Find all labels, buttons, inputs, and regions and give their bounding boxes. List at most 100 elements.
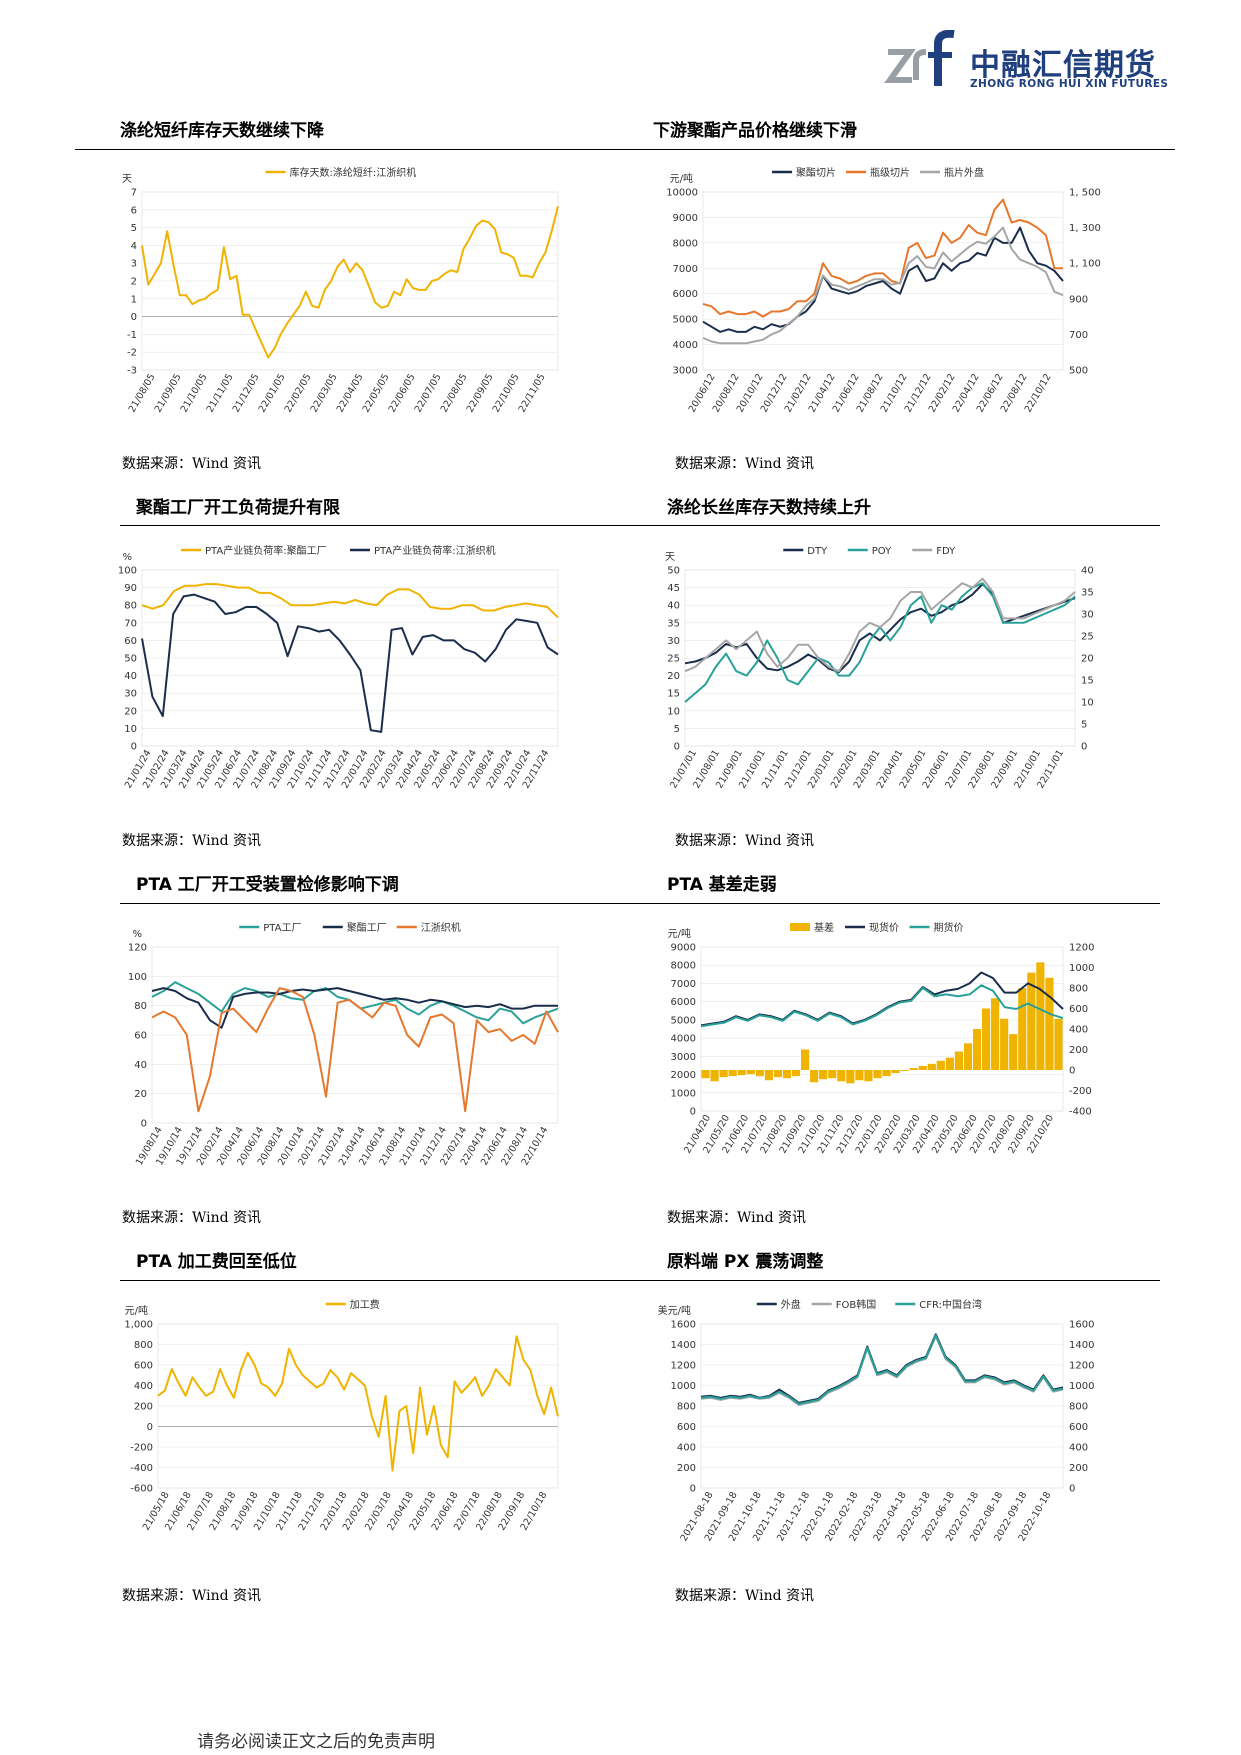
y2-tick-label: 900 xyxy=(1069,294,1088,305)
legend: DTY POY FDY xyxy=(783,546,956,557)
y-tick-label: 5000 xyxy=(671,1015,696,1026)
bar xyxy=(882,1070,891,1077)
section-title-3: 聚酯工厂开工负荷提升有限 xyxy=(136,498,340,518)
y2-tick-label: 5 xyxy=(1081,720,1087,731)
chart-1: -3 -2 -1 0 1 2 3 4 5 6 7 天 21/08/05 21/09/05 21/10/05 2… xyxy=(110,160,570,430)
bar xyxy=(909,1067,918,1070)
legend-swatch xyxy=(790,923,810,931)
bar xyxy=(873,1070,882,1079)
bar xyxy=(837,1070,846,1082)
y-tick-label: 0 xyxy=(147,1422,153,1433)
y2-tick-label: 1, 300 xyxy=(1069,223,1101,234)
y-tick-label: -600 xyxy=(130,1484,153,1495)
bar xyxy=(810,1070,819,1083)
y-tick-label: 1 xyxy=(131,294,137,305)
bar xyxy=(801,1049,810,1070)
y2-tick-label: 400 xyxy=(1069,1025,1088,1036)
chart-svg-6: 0100020003000400050006000700080009000-40… xyxy=(668,921,1095,1155)
bar xyxy=(927,1063,936,1070)
chart-svg-8: 0 200 400 600 800 1000 1200 1400 1600 0 200 400 600 8… xyxy=(658,1298,1095,1543)
legend: 库存天数:涤纶短纤:江浙织机 xyxy=(265,166,416,179)
chart-6: 0 1000 2000 3000 4000 5000 6000 7000 8000 9000 -40… xyxy=(655,915,1115,1185)
y-tick-label: 20 xyxy=(124,706,137,717)
y-tick-label: 100 xyxy=(118,566,137,577)
y2-tick-label: -200 xyxy=(1069,1086,1092,1097)
y-tick-label: 15 xyxy=(667,689,680,700)
legend-label: 聚酯工厂 xyxy=(347,922,387,934)
y-tick-label: 4000 xyxy=(673,340,698,351)
y2-tick-label: 1400 xyxy=(1069,1340,1094,1351)
legend: 外盘 FOB韩国 CFR:中国台湾 xyxy=(756,1298,982,1311)
y2-tick-label: 800 xyxy=(1069,984,1088,995)
source-note-4: 数据来源：Wind 资讯 xyxy=(675,833,815,849)
legend-label: 现货价 xyxy=(869,921,899,934)
legend: 加工费 xyxy=(325,1298,380,1311)
y-tick-label: 8000 xyxy=(673,238,698,249)
y-tick-label: 6000 xyxy=(671,997,696,1008)
y-tick-label: 90 xyxy=(124,583,137,594)
bar xyxy=(1045,977,1054,1070)
chart-svg-2: 3000 4000 5000 6000 7000 8000 9000 10000 500 700 9… xyxy=(666,166,1101,414)
y-tick-label: -3 xyxy=(127,366,137,377)
y-axis-unit: % xyxy=(122,552,132,563)
legend-label: PTA工厂 xyxy=(263,923,301,934)
section-title-1: 涤纶短纤库存天数继续下降 xyxy=(120,121,324,141)
series-line xyxy=(700,1334,1064,1405)
section-title-4: 涤纶长丝库存天数持续上升 xyxy=(667,498,871,518)
y-tick-label: 0 xyxy=(131,312,137,323)
chart-7: -600 -400 -200 0 200 400 600 800 1,000 元/吨 21/05/1… xyxy=(110,1292,570,1562)
section-title-2: 下游聚酯产品价格继续下滑 xyxy=(653,121,857,141)
legend: 基差 现货价 期货价 xyxy=(790,921,964,934)
y-tick-label: 120 xyxy=(128,943,147,954)
legend-label: 期货价 xyxy=(934,921,964,934)
bar xyxy=(963,1043,973,1070)
y-tick-label: 40 xyxy=(124,671,137,682)
source-note-8: 数据来源：Wind 资讯 xyxy=(675,1588,815,1604)
legend-label: CFR:中国台湾 xyxy=(919,1298,982,1311)
bar xyxy=(991,998,1000,1070)
y2-tick-label: 0 xyxy=(1069,1066,1075,1077)
legend-label: 外盘 xyxy=(781,1298,801,1311)
bar xyxy=(855,1070,864,1081)
section-title-5: PTA 工厂开工受装置检修影响下调 xyxy=(136,875,399,895)
series-line xyxy=(151,981,559,1025)
chart-svg-1: -3-2-101234567天21/08/0521/09/0521/10/052… xyxy=(122,166,559,414)
bar xyxy=(701,1070,710,1079)
y-tick-label: 0 xyxy=(674,742,680,753)
y2-tick-label: 30 xyxy=(1081,610,1094,621)
bar xyxy=(737,1070,746,1076)
series-line xyxy=(151,987,559,1113)
y-tick-label: 0 xyxy=(690,1107,696,1118)
legend-label: FDY xyxy=(936,546,956,557)
y2-tick-label: 800 xyxy=(1069,1402,1088,1413)
source-note-1: 数据来源：Wind 资讯 xyxy=(122,456,262,472)
bar xyxy=(764,1070,773,1081)
y-tick-label: 10 xyxy=(667,706,680,717)
y2-tick-label: 1600 xyxy=(1069,1320,1094,1331)
legend-label: 基差 xyxy=(814,921,834,934)
bar xyxy=(918,1065,927,1070)
y-tick-label: 9000 xyxy=(673,213,698,224)
y2-tick-label: 400 xyxy=(1069,1443,1088,1454)
y-tick-label: 1000 xyxy=(671,1381,696,1392)
y2-tick-label: 1200 xyxy=(1069,1361,1094,1372)
section-title-6: PTA 基差走弱 xyxy=(667,875,777,895)
chart-4: 0 5 10 15 20 25 30 35 40 45 50 0 5 10 15 20 25 30 35 40 天 21/… xyxy=(655,538,1115,808)
legend-label: PTA产业链负荷率:聚酯工厂 xyxy=(205,544,327,557)
logo-mark-icon xyxy=(884,30,955,86)
bar xyxy=(819,1070,828,1080)
y-tick-label: 5 xyxy=(674,724,680,735)
section-title-7: PTA 加工费回至低位 xyxy=(136,1252,297,1272)
bar xyxy=(846,1070,855,1084)
bar xyxy=(891,1070,900,1074)
y-axis-unit: 元/吨 xyxy=(668,927,691,940)
y-tick-label: 9000 xyxy=(671,943,696,954)
bar xyxy=(710,1070,719,1082)
divider-3 xyxy=(120,903,1160,904)
y-axis-unit: 天 xyxy=(122,174,132,185)
series-line xyxy=(157,1335,559,1472)
y-tick-label: -200 xyxy=(130,1443,153,1454)
bar xyxy=(746,1070,755,1075)
y-tick-label: 60 xyxy=(124,636,137,647)
chart-svg-4: 051015202530354045500510152025303540天21/… xyxy=(665,546,1094,790)
